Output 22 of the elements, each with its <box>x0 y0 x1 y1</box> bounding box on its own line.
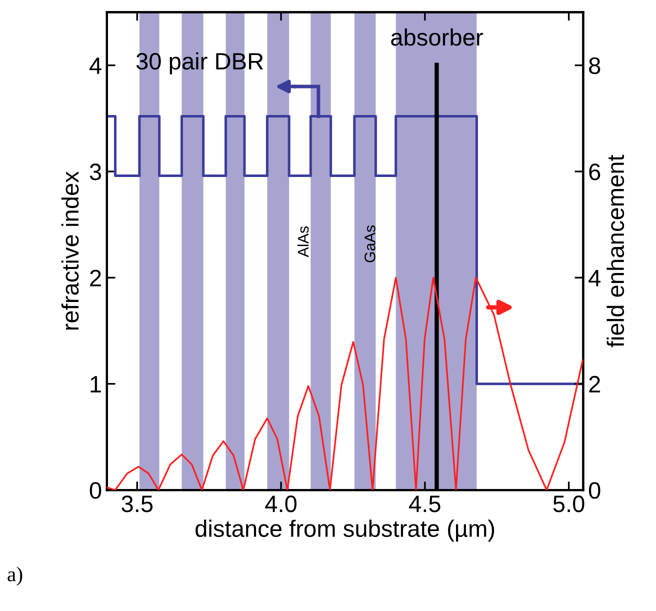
x-axis-title: distance from substrate (µm) <box>196 520 494 542</box>
ref-line-label: absorber <box>391 28 483 46</box>
text: a) <box>8 566 22 586</box>
y-tick-label: 0 <box>90 482 102 499</box>
annotation: 30 pair DBR <box>136 52 264 74</box>
annotation: GaAs <box>364 225 376 262</box>
y2-tick-label: 4 <box>588 270 600 286</box>
y-tick-label: 3 <box>90 164 102 180</box>
y2-axis-title: field enhancement <box>606 154 624 348</box>
y-tick-label: 2 <box>90 270 101 286</box>
y-tick-label: 1 <box>90 376 101 392</box>
x-tick-label: 4.0 <box>265 496 297 512</box>
x-tick-label: 3.5 <box>122 496 153 512</box>
annotation: AlAs <box>297 226 309 258</box>
y2-tick-label: 2 <box>589 376 600 392</box>
x-tick-label: 5.0 <box>553 496 584 512</box>
y2-tick-label: 6 <box>589 164 600 180</box>
y-tick-label: 4 <box>89 58 102 74</box>
y2-tick-label: 0 <box>588 482 600 499</box>
y2-tick-label: 8 <box>589 57 600 74</box>
x-tick-label: 4.5 <box>409 496 440 512</box>
y-axis-title: refractive index <box>61 171 79 330</box>
